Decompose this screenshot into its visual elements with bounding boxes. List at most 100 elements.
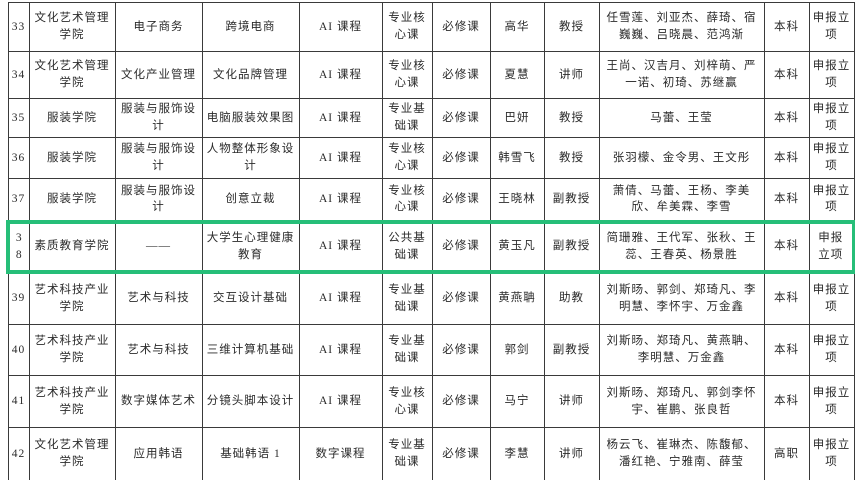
cell-college: 艺术科技产业学院 — [28, 324, 116, 376]
cell-leader: 黄燕聃 — [489, 271, 545, 325]
cell-team: 萧倩、马蕾、王杨、李美欣、牟美霖、李雪 — [598, 178, 765, 222]
cell-required: 必修课 — [431, 98, 491, 138]
cell-type: AI 课程 — [298, 271, 383, 325]
cell-type: AI 课程 — [298, 178, 383, 222]
cell-major: —— — [114, 219, 203, 274]
cell-course: 电脑服装效果图 — [201, 98, 300, 138]
cell-major: 服装与服饰设计 — [114, 98, 203, 138]
cell-team: 马蕾、王莹 — [598, 98, 765, 138]
cell-level: 本科 — [763, 324, 810, 376]
cell-title: 教授 — [543, 137, 600, 179]
cell-course: 文化品牌管理 — [201, 51, 300, 99]
cell-type: AI 课程 — [298, 51, 383, 99]
cell-leader: 马宁 — [489, 375, 545, 428]
cell-major: 艺术与科技 — [114, 271, 203, 325]
cell-status: 申报立项 — [808, 375, 855, 428]
cell-required: 必修课 — [431, 178, 491, 222]
cell-no: 36 — [7, 137, 30, 179]
cell-level: 本科 — [763, 51, 810, 99]
cell-team: 杨云飞、崔琳杰、陈馥郁、潘红艳、宁雅南、薛莹 — [598, 427, 765, 480]
cell-status: 申报立项 — [808, 219, 855, 274]
cell-college: 艺术科技产业学院 — [28, 375, 116, 428]
highlighted-table-row: 38 素质教育学院 —— 大学生心理健康教育 AI 课程 公共基础课 必修课 黄玉凡 副教授 简珊… — [6, 219, 855, 274]
table-row: 34 文化艺术管理学院 文化产业管理 文化品牌管理 AI 课程 专业核心课 必修课 夏慧 讲师王… — [7, 51, 855, 99]
cell-required: 必修课 — [431, 324, 491, 376]
cell-course: 三维计算机基础 — [201, 324, 300, 376]
cell-nature: 专业核心课 — [381, 2, 433, 52]
cell-leader: 黄玉凡 — [489, 219, 545, 274]
cell-type: AI 课程 — [298, 137, 383, 179]
cell-title: 讲师 — [543, 427, 600, 480]
cell-college: 服装学院 — [28, 98, 116, 138]
cell-team: 刘斯旸、郭剑、郑琦凡、李明慧、李怀宇、万金鑫 — [598, 271, 765, 325]
cell-level: 本科 — [763, 178, 810, 222]
cell-course: 分镜头脚本设计 — [201, 375, 300, 428]
cell-title: 教授 — [543, 98, 600, 138]
cell-type: AI 课程 — [298, 375, 383, 428]
cell-status: 申报立项 — [808, 137, 855, 179]
cell-required: 必修课 — [431, 137, 491, 179]
cell-level: 本科 — [763, 375, 810, 428]
cell-title: 讲师 — [543, 51, 600, 99]
cell-leader: 夏慧 — [489, 51, 545, 99]
cell-leader: 高华 — [489, 2, 545, 52]
cell-no: 35 — [7, 98, 30, 138]
cell-nature: 专业基础课 — [381, 98, 433, 138]
cell-status: 申报立项 — [808, 324, 855, 376]
cell-course: 人物整体形象设计 — [201, 137, 300, 179]
cell-course: 创意立裁 — [201, 178, 300, 222]
cell-required: 必修课 — [431, 2, 491, 52]
cell-course: 大学生心理健康教育 — [201, 219, 300, 274]
cell-required: 必修课 — [431, 51, 491, 99]
cell-type: AI 课程 — [298, 2, 383, 52]
cell-level: 本科 — [763, 2, 810, 52]
table-body: 33 文化艺术管理学院 电子商务 跨境电商 AI 课程 专业核心课 必修课 高华 教授 任雪莲、刘… — [6, 2, 855, 480]
cell-type: 数字课程 — [298, 427, 383, 480]
cell-title: 副教授 — [543, 219, 600, 274]
cell-title: 副教授 — [543, 324, 600, 376]
cell-no: 37 — [7, 178, 30, 222]
cell-type: AI 课程 — [298, 219, 383, 274]
cell-type: AI 课程 — [298, 98, 383, 138]
cell-college: 服装学院 — [28, 178, 116, 222]
cell-status: 申报立项 — [808, 51, 855, 99]
cell-nature: 专业基础课 — [381, 324, 433, 376]
cell-course: 跨境电商 — [201, 2, 300, 52]
cell-course: 交互设计基础 — [201, 271, 300, 325]
cell-major: 服装与服饰设计 — [114, 137, 203, 179]
cell-level: 本科 — [763, 271, 810, 325]
cell-college: 艺术科技产业学院 — [28, 271, 116, 325]
cell-major: 应用韩语 — [114, 427, 203, 480]
table-row: 33 文化艺术管理学院 电子商务 跨境电商 AI 课程 专业核心课 必修课 高华 教授 任雪莲、刘… — [7, 2, 855, 52]
table-row: 36 服装学院 服装与服饰设计 人物整体形象设计 AI 课程 专业核心课 必修课 韩雪飞 教授张… — [7, 137, 855, 179]
cell-team: 任雪莲、刘亚杰、薛琦、宿巍巍、吕晓晨、范鸿渐 — [598, 2, 765, 52]
cell-no: 40 — [7, 324, 30, 376]
cell-no: 42 — [7, 427, 30, 480]
table-row: 41 艺术科技产业学院 数字媒体艺术 分镜头脚本设计 AI 课程 专业核心课 必修课 马宁 讲师… — [7, 375, 855, 428]
table-row: 37 服装学院 服装与服饰设计 创意立裁 AI 课程 专业核心课 必修课 王晓林 副教授 萧倩、马… — [7, 178, 855, 222]
cell-no: 34 — [7, 51, 30, 99]
cell-title: 教授 — [543, 2, 600, 52]
cell-major: 服装与服饰设计 — [114, 178, 203, 222]
cell-title: 副教授 — [543, 178, 600, 222]
cell-college: 服装学院 — [28, 137, 116, 179]
cell-nature: 专业核心课 — [381, 178, 433, 222]
cell-no: 33 — [7, 2, 30, 52]
cell-major: 文化产业管理 — [114, 51, 203, 99]
cell-no: 41 — [7, 375, 30, 428]
cell-level: 本科 — [763, 219, 810, 274]
cell-college: 文化艺术管理学院 — [28, 427, 116, 480]
cell-type: AI 课程 — [298, 324, 383, 376]
cell-no: 38 — [6, 219, 30, 274]
cell-college: 文化艺术管理学院 — [28, 51, 116, 99]
cell-status: 申报立项 — [808, 271, 855, 325]
table-row: 42 文化艺术管理学院 应用韩语 基础韩语 1 数字课程 专业基础课 必修课 李慧 讲师 杨云飞、… — [7, 427, 855, 480]
cell-required: 必修课 — [431, 427, 491, 480]
cell-nature: 专业核心课 — [381, 51, 433, 99]
cell-course: 基础韩语 1 — [201, 427, 300, 480]
cell-required: 必修课 — [431, 271, 491, 325]
cell-status: 申报立项 — [808, 178, 855, 222]
cell-status: 申报立项 — [808, 98, 855, 138]
cell-team: 简珊雅、王代军、张秋、王蕊、王春英、杨景胜 — [598, 219, 765, 274]
cell-status: 申报立项 — [808, 427, 855, 480]
